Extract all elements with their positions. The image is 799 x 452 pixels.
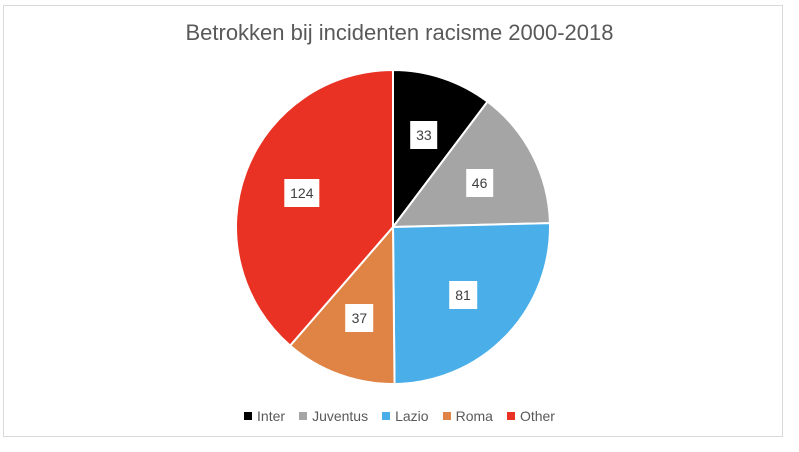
legend-swatch-inter bbox=[244, 412, 253, 420]
chart-title: Betrokken bij incidenten racisme 2000-20… bbox=[185, 20, 614, 45]
pie-slice-inter bbox=[392, 68, 489, 230]
legend-item-lazio: Lazio bbox=[382, 408, 429, 424]
legend-swatch-lazio bbox=[382, 412, 391, 420]
legend-item-juventus: Juventus bbox=[299, 408, 368, 424]
legend-item-other: Other bbox=[506, 408, 555, 424]
legend: Inter Juventus Lazio Roma Other bbox=[0, 408, 799, 424]
legend-item-inter: Inter bbox=[244, 408, 285, 424]
legend-item-roma: Roma bbox=[442, 408, 493, 424]
data-label-inter: 33 bbox=[410, 120, 438, 149]
data-label-roma: 37 bbox=[345, 304, 374, 333]
legend-label: Lazio bbox=[395, 408, 429, 424]
pie-slice-juventus bbox=[390, 100, 551, 229]
pie-slice-other bbox=[235, 68, 394, 348]
legend-swatch-roma bbox=[442, 412, 451, 420]
data-label-other: 124 bbox=[284, 178, 320, 207]
data-label-lazio: 81 bbox=[449, 280, 477, 309]
pie-slice-roma bbox=[288, 224, 396, 385]
legend-label: Other bbox=[519, 408, 555, 424]
data-label-juventus: 46 bbox=[465, 168, 494, 197]
legend-label: Inter bbox=[257, 408, 286, 424]
legend-swatch-other bbox=[506, 412, 515, 420]
legend-swatch-juventus bbox=[299, 412, 308, 420]
legend-label: Roma bbox=[455, 408, 493, 424]
legend-label: Juventus bbox=[312, 408, 369, 424]
